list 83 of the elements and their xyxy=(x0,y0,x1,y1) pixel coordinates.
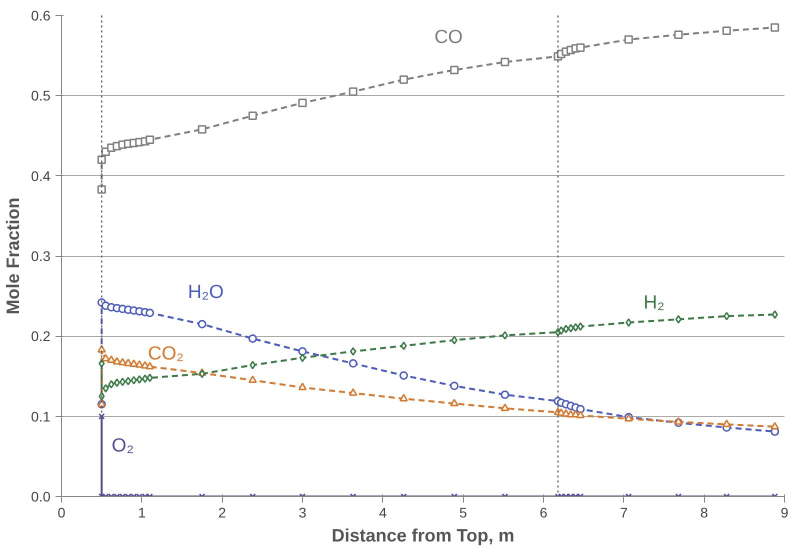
y-axis-title: Mole Fraction xyxy=(3,197,24,315)
y-tick-label: 0.3 xyxy=(31,248,51,264)
x-tick-label: 4 xyxy=(378,504,387,520)
point xyxy=(299,354,306,362)
point xyxy=(400,342,407,350)
point xyxy=(114,378,120,387)
point xyxy=(248,334,257,343)
point xyxy=(97,156,106,164)
point xyxy=(250,360,256,370)
point xyxy=(626,318,632,327)
point xyxy=(770,23,780,32)
point xyxy=(98,413,105,420)
point xyxy=(675,315,682,324)
point xyxy=(500,404,510,412)
point xyxy=(146,308,154,318)
x-tick-label: 2 xyxy=(218,504,226,520)
point xyxy=(348,359,358,368)
series-label: O₂ xyxy=(112,436,134,456)
point xyxy=(108,380,114,389)
point xyxy=(350,347,356,356)
point xyxy=(500,58,510,66)
y-tick-label: 0.2 xyxy=(31,328,51,344)
point xyxy=(146,374,153,382)
point xyxy=(576,404,585,414)
x-tick-label: 7 xyxy=(620,504,628,520)
y-tick-label: 0.0 xyxy=(31,488,51,504)
series-label: CO₂ xyxy=(148,344,184,365)
point xyxy=(348,388,358,396)
point xyxy=(722,26,731,35)
point xyxy=(399,75,408,84)
point xyxy=(199,370,206,378)
point xyxy=(348,87,358,96)
point xyxy=(572,323,579,332)
point xyxy=(298,347,307,356)
x-tick-label: 6 xyxy=(540,504,548,520)
y-tick-label: 0.5 xyxy=(31,88,51,104)
x-tick-label: 3 xyxy=(298,504,307,520)
point xyxy=(568,324,574,332)
x-tick-label: 0 xyxy=(58,504,66,520)
point xyxy=(770,422,780,430)
point xyxy=(558,326,564,335)
point xyxy=(136,375,143,384)
point xyxy=(198,125,206,134)
point xyxy=(724,312,730,320)
y-tick-label: 0.4 xyxy=(31,168,51,184)
point xyxy=(450,66,459,74)
point xyxy=(722,420,731,428)
point xyxy=(146,362,154,370)
series-label: CO xyxy=(434,27,463,48)
point xyxy=(399,371,408,380)
point xyxy=(576,410,585,418)
point xyxy=(248,111,257,120)
x-tick-label: 5 xyxy=(459,504,468,520)
point xyxy=(576,43,585,52)
point xyxy=(102,384,109,393)
point xyxy=(450,398,459,406)
y-tick-label: 0.6 xyxy=(31,8,51,24)
series-label: H₂O xyxy=(188,282,224,303)
point xyxy=(562,324,570,334)
point xyxy=(198,320,206,328)
point xyxy=(119,378,126,386)
point xyxy=(624,35,633,44)
point xyxy=(577,322,584,331)
x-tick-label: 8 xyxy=(700,504,708,520)
point xyxy=(146,136,154,144)
x-tick-label: 9 xyxy=(780,504,789,520)
point xyxy=(298,98,307,108)
x-axis-title: Distance from Top, m xyxy=(332,526,514,546)
point xyxy=(450,382,459,390)
point xyxy=(399,394,408,402)
point xyxy=(125,376,132,386)
point xyxy=(674,30,683,39)
point xyxy=(451,336,458,344)
point xyxy=(248,375,257,384)
point xyxy=(298,382,307,390)
point xyxy=(772,310,778,319)
y-tick-label: 0.1 xyxy=(31,408,51,424)
series-label: H₂ xyxy=(643,292,665,314)
point xyxy=(500,390,510,399)
point xyxy=(502,331,508,340)
x-tick-label: 1 xyxy=(138,504,146,520)
point xyxy=(142,374,148,383)
point xyxy=(130,376,137,385)
